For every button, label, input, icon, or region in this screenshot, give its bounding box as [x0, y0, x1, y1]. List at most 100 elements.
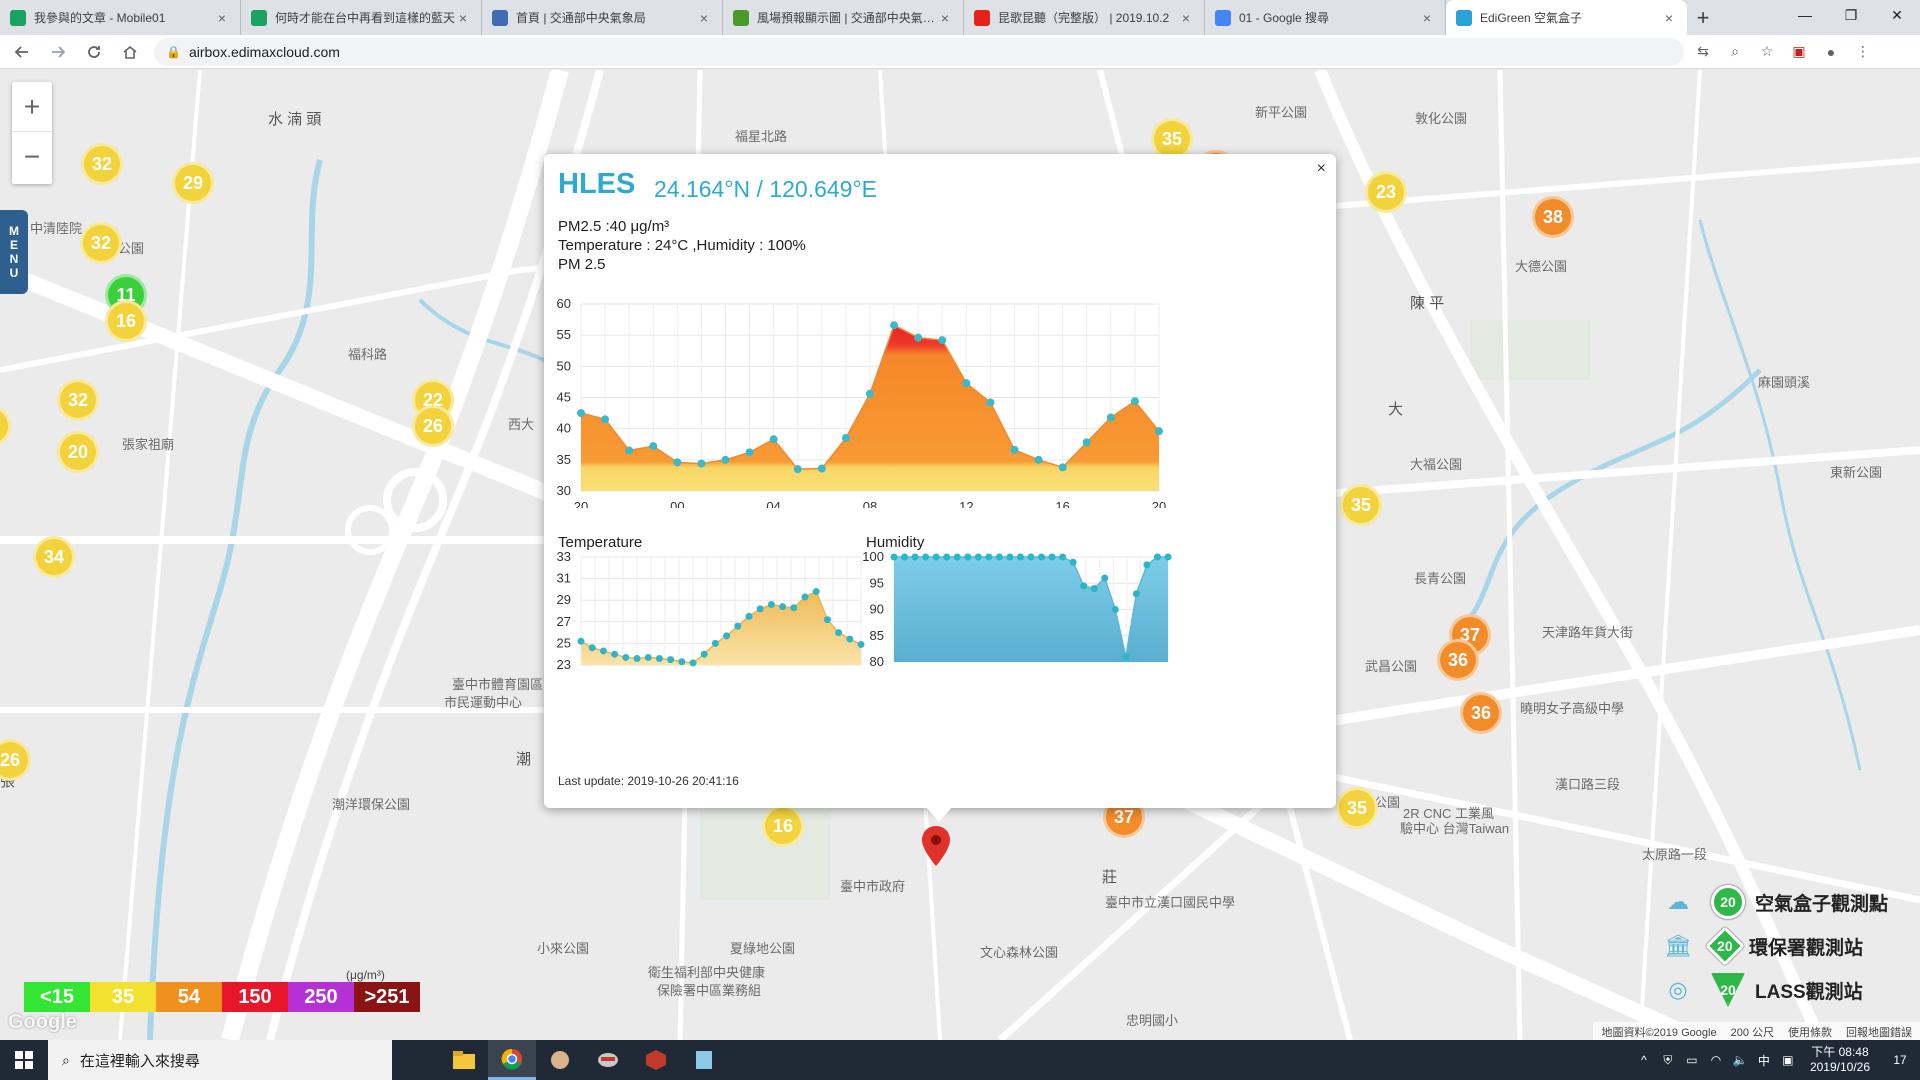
- new-tab-button[interactable]: +: [1696, 4, 1710, 30]
- start-button[interactable]: [0, 1040, 48, 1080]
- browser-tab[interactable]: 風場預報顯示圖 | 交通部中央氣象局 ×: [723, 0, 964, 35]
- data-point: [734, 622, 742, 630]
- pm25-marker[interactable]: 36: [1437, 639, 1479, 681]
- chrome-icon[interactable]: [488, 1040, 536, 1080]
- data-point: [841, 434, 850, 443]
- browser-tab[interactable]: 首頁 | 交通部中央氣象局 ×: [482, 0, 723, 35]
- map-pin-icon[interactable]: [922, 826, 950, 866]
- x-tick-label: 08: [863, 499, 877, 508]
- profile-icon[interactable]: ●: [1826, 43, 1836, 60]
- address-bar[interactable]: 🔒 airbox.edimaxcloud.com: [154, 37, 1684, 66]
- pm25-marker[interactable]: 38: [1532, 196, 1574, 238]
- pm25-marker[interactable]: 32: [80, 222, 122, 264]
- browser-tab[interactable]: EdiGreen 空氣盒子 ×: [1446, 0, 1687, 35]
- menu-dots-icon[interactable]: ⋮: [1856, 43, 1870, 59]
- pm25-marker[interactable]: 32: [57, 379, 99, 421]
- data-point: [1034, 455, 1043, 464]
- tab-close-button[interactable]: ×: [940, 9, 950, 26]
- tray-network-icon[interactable]: ◠: [1710, 1053, 1722, 1067]
- data-point: [769, 435, 778, 444]
- tray-keyboard-icon[interactable]: ▣: [1782, 1053, 1794, 1067]
- pm25-marker[interactable]: 35: [1340, 484, 1382, 526]
- station-legend-row[interactable]: ☁ 20 空氣盒子觀測點: [1655, 880, 1920, 924]
- tab-title: 何時才能在台中再看到這樣的藍天: [275, 11, 455, 25]
- clock[interactable]: 下午 08:48 2019/10/26: [1810, 1045, 1870, 1075]
- browser-tab[interactable]: 昆歌昆聽（完整版） | 2019.10.2 ×: [964, 0, 1205, 35]
- tab-close-button[interactable]: ×: [458, 9, 468, 26]
- data-point: [745, 448, 754, 457]
- bookmark-star-icon[interactable]: ☆: [1760, 43, 1774, 59]
- pm25-marker[interactable]: 34: [33, 536, 75, 578]
- translate-icon[interactable]: ⇆: [1697, 43, 1709, 59]
- map-canvas[interactable]: 水 湳 頭陳 平敦化公園新平公園大德公園福星北路中清陸院世紀公園張家祖廟福科路臺…: [0, 70, 1920, 1040]
- map-attribution: 地圖資料©2019 Google 200 公尺 使用條款 回報地圖錯誤: [1593, 1022, 1920, 1040]
- pm25-marker[interactable]: 35: [1336, 787, 1378, 829]
- data-point: [1048, 553, 1056, 561]
- building-icon: 🏛: [1664, 933, 1692, 958]
- map-place-label: 水 湳 頭: [268, 111, 322, 128]
- reload-button[interactable]: [80, 38, 108, 66]
- back-button[interactable]: [8, 38, 36, 66]
- menu-letter: U: [9, 266, 19, 280]
- popup-pointer: [925, 806, 953, 822]
- maximize-button[interactable]: ❐: [1844, 6, 1858, 23]
- pm25-marker[interactable]: 23: [1365, 171, 1407, 213]
- window-controls: — ❐ ✕: [1782, 0, 1920, 30]
- tray-shield-icon[interactable]: ⛨: [1663, 1052, 1673, 1067]
- app-icon-2[interactable]: [584, 1040, 632, 1080]
- app-icon-1[interactable]: [536, 1040, 584, 1080]
- attribution-link[interactable]: 回報地圖錯誤: [1846, 1027, 1912, 1039]
- notification-center-icon[interactable]: 17: [1893, 1053, 1907, 1067]
- file-explorer-icon[interactable]: [440, 1040, 488, 1080]
- map-place-label: 忠明國小: [1126, 1013, 1179, 1028]
- browser-tab[interactable]: 我參與的文章 - Mobile01 ×: [0, 0, 241, 35]
- tray-chevron-icon[interactable]: ^: [1641, 1053, 1647, 1067]
- data-point: [1069, 558, 1077, 566]
- tray-volume-icon[interactable]: 🔈: [1732, 1053, 1748, 1067]
- close-window-button[interactable]: ✕: [1891, 6, 1903, 23]
- attribution-link[interactable]: 使用條款: [1788, 1027, 1832, 1039]
- pm25-marker[interactable]: 29: [172, 162, 214, 204]
- minimize-button[interactable]: —: [1798, 7, 1812, 23]
- tab-close-button[interactable]: ×: [1181, 9, 1191, 26]
- data-point: [667, 656, 675, 664]
- system-tray: ^ ⛨ ▭ ◠ 🔈 中 ▣ 下午 08:48 2019/10/26 17: [1632, 1040, 1920, 1080]
- tray-ime[interactable]: 中: [1757, 1053, 1770, 1068]
- data-point: [1132, 590, 1140, 598]
- taskbar-search[interactable]: ⌕ 在這裡輸入來搜尋: [48, 1040, 392, 1080]
- pm25-marker[interactable]: 26: [412, 405, 454, 447]
- station-legend-row[interactable]: 🏛 20 環保署觀測站: [1655, 924, 1920, 968]
- forward-button[interactable]: [44, 38, 72, 66]
- badge-value: 20: [1720, 982, 1736, 998]
- home-button[interactable]: [116, 38, 144, 66]
- tab-close-button[interactable]: ×: [699, 9, 709, 26]
- pm25-marker[interactable]: 20: [57, 431, 99, 473]
- tab-close-button[interactable]: ×: [1664, 9, 1674, 26]
- app-icon-3[interactable]: [632, 1040, 680, 1080]
- pm25-marker[interactable]: 32: [81, 143, 123, 185]
- tab-close-button[interactable]: ×: [217, 9, 227, 26]
- browser-tab[interactable]: 何時才能在台中再看到這樣的藍天 ×: [241, 0, 482, 35]
- popup-close-button[interactable]: ×: [1316, 160, 1326, 177]
- zoom-out-button[interactable]: −: [23, 141, 41, 172]
- pm25-marker[interactable]: 16: [105, 300, 147, 342]
- zoom-icon[interactable]: ⌕: [1731, 43, 1739, 59]
- map-place-label: 敦化公園: [1415, 111, 1468, 126]
- pm25-marker[interactable]: 26: [0, 739, 31, 781]
- data-point: [1106, 413, 1115, 422]
- data-point: [866, 389, 874, 398]
- tab-close-button[interactable]: ×: [1422, 9, 1432, 26]
- tab-title: 我參與的文章 - Mobile01: [34, 11, 166, 25]
- pm25-marker[interactable]: 36: [1460, 692, 1502, 734]
- browser-tab[interactable]: 01 - Google 搜尋 ×: [1205, 0, 1446, 35]
- pm25-marker[interactable]: 16: [762, 805, 804, 847]
- app-icon-4[interactable]: [680, 1040, 728, 1080]
- tray-battery-icon[interactable]: ▭: [1686, 1053, 1698, 1067]
- extension-icon[interactable]: ▣: [1792, 43, 1806, 59]
- map-place-label: 2R CNC 工業風: [1403, 806, 1495, 821]
- station-legend-row[interactable]: ◎ 20 LASS觀測站: [1655, 968, 1920, 1012]
- menu-tab[interactable]: M E N U: [0, 210, 28, 294]
- data-point: [938, 336, 947, 345]
- y-tick-label: 33: [557, 549, 571, 564]
- zoom-in-button[interactable]: +: [12, 82, 52, 132]
